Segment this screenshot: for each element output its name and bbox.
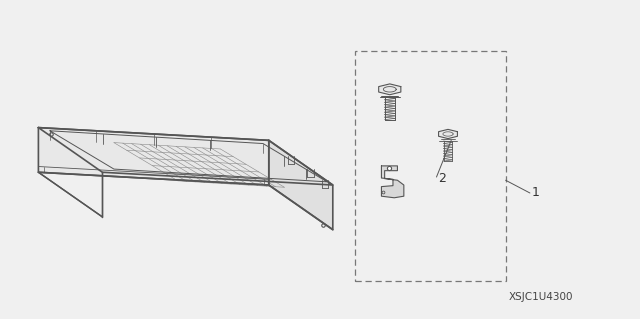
Text: 2: 2 [438, 172, 446, 185]
Polygon shape [38, 128, 333, 185]
Polygon shape [269, 140, 333, 230]
Polygon shape [50, 131, 263, 144]
Polygon shape [438, 130, 458, 138]
Polygon shape [379, 84, 401, 95]
Polygon shape [38, 128, 269, 185]
Polygon shape [381, 166, 404, 198]
Text: XSJC1U4300: XSJC1U4300 [509, 292, 573, 302]
Text: 1: 1 [531, 187, 539, 199]
Bar [355, 51, 506, 281]
